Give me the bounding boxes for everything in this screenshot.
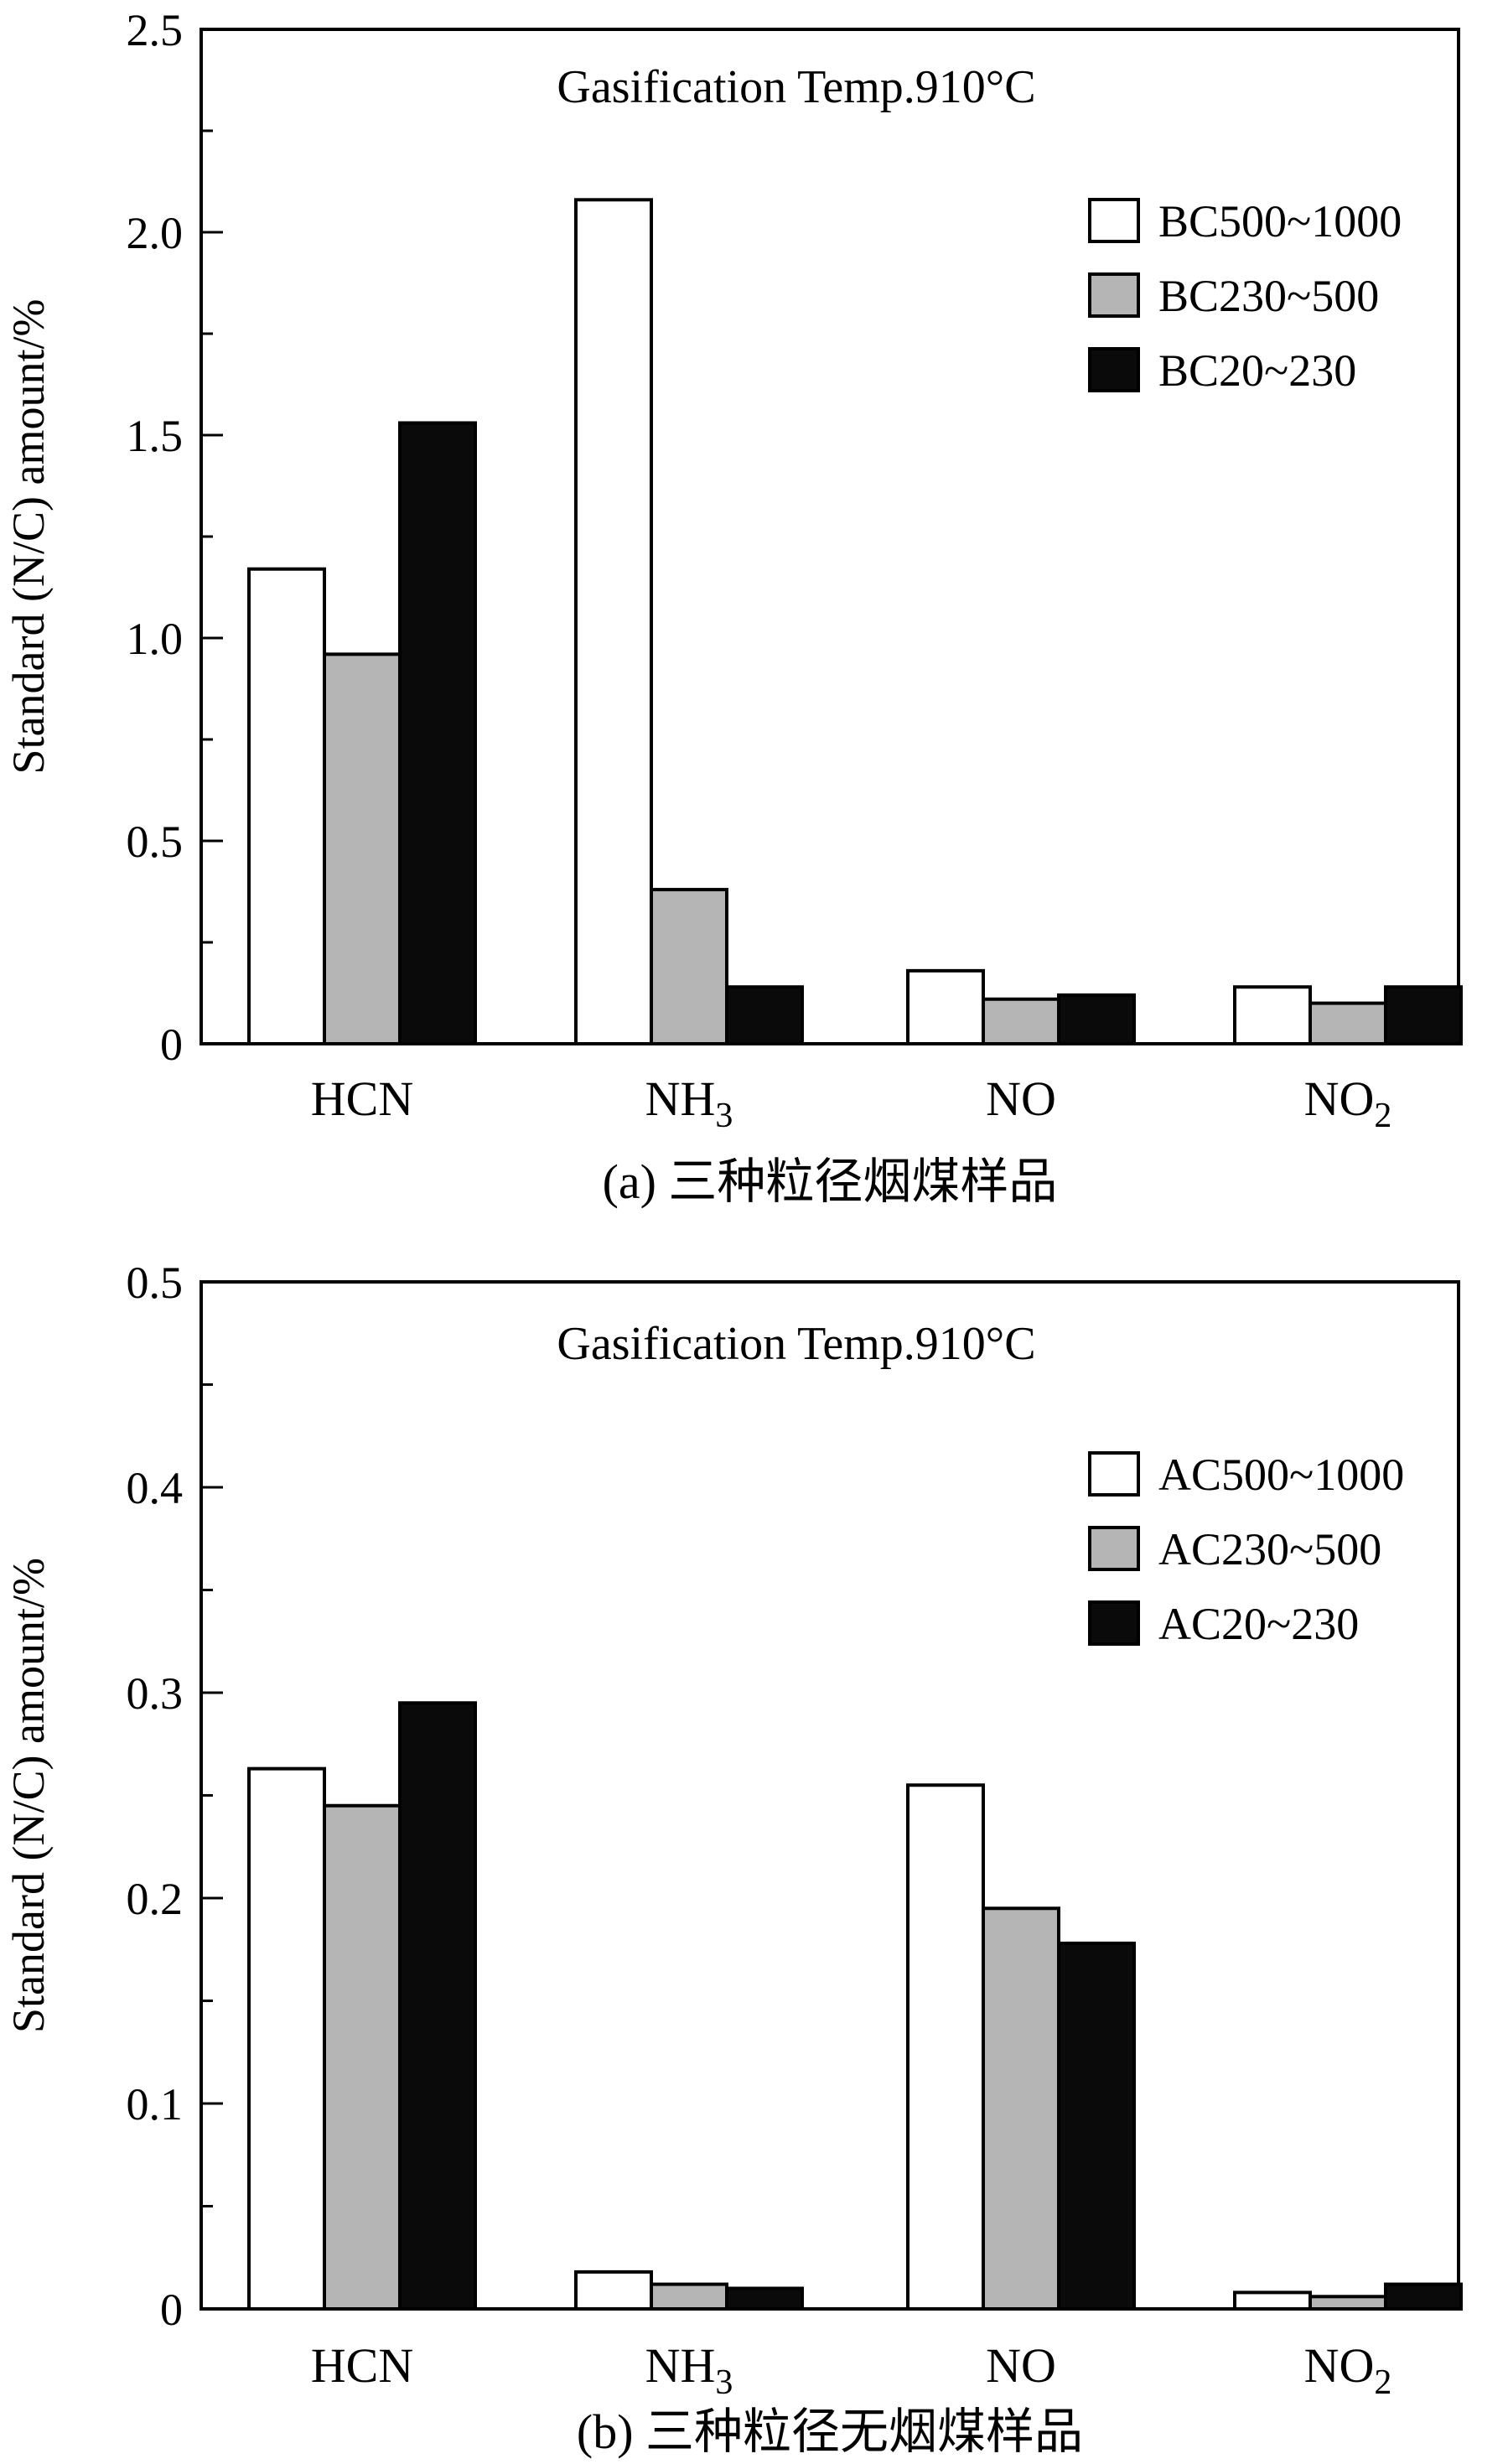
legend-label: BC230~500 [1158,271,1379,321]
bar-BC20~230-NO [1057,993,1136,1046]
y-tick-label: 1.0 [127,614,184,664]
x-category-label: NO [986,2338,1056,2393]
bar-AC230~500-NH3 [650,2282,728,2311]
bar-BC230~500-NO [982,997,1060,1046]
y-tick-label: 0.5 [127,817,184,867]
bar-AC230~500-NO [982,1906,1060,2311]
bar-chart-a: 0 0.5 1.0 1.5 2.0 2.5 HCN NH3 NO NO2 Gasification … [3,5,1463,1135]
bar-BC230~500-HCN [323,652,402,1045]
legend-swatch-AC500~1000 [1088,1451,1140,1497]
bar-BC500~1000-HCN [247,567,326,1045]
legend-swatch-AC230~500 [1088,1526,1140,1571]
x-category-label: NO2 [1304,2338,1392,2402]
legend-swatch-BC20~230 [1088,347,1140,392]
bar-AC230~500-NO2 [1308,2295,1387,2311]
bar-BC230~500-NH3 [650,888,728,1045]
y-tick-label: 0.1 [127,2079,184,2129]
y-axis-label: Standard (N/C) amount/% [3,1558,54,2033]
caption-b: (b) 三种粒径无烟煤样品 [576,2404,1084,2459]
legend-label: AC500~1000 [1158,1450,1404,1500]
x-category-label: NO [986,1071,1056,1126]
legend-label: AC20~230 [1158,1599,1359,1649]
bar-BC20~230-HCN [398,421,477,1046]
x-category-label: NH3 [645,1071,733,1135]
y-tick-label: 0 [160,2285,183,2335]
bar-BC230~500-NO2 [1308,1001,1387,1045]
bar-AC500~1000-NO2 [1233,2290,1312,2311]
y-tick-label: 0.2 [127,1874,184,1924]
bar-BC20~230-NH3 [725,985,804,1045]
y-tick-label: 2.5 [127,5,184,55]
bar-BC500~1000-NO2 [1233,985,1312,1045]
y-tick-label: 0.4 [127,1463,184,1513]
bar-AC500~1000-HCN [247,1766,326,2311]
bar-AC20~230-NO2 [1384,2282,1463,2311]
bar-AC500~1000-NH3 [574,2269,653,2311]
chart-panel-a: 0 0.5 1.0 1.5 2.0 2.5 HCN NH3 NO NO2 Gasification … [3,5,1463,1209]
chart-title: Gasification Temp.910°C [557,61,1035,113]
bar-AC20~230-NH3 [725,2286,804,2311]
legend-label: BC20~230 [1158,345,1356,396]
bar-BC500~1000-NO [906,968,985,1046]
y-tick-label: 2.0 [127,208,184,258]
legend-label: BC500~1000 [1158,196,1402,246]
bar-BC20~230-NO2 [1384,985,1463,1045]
bar-AC230~500-HCN [323,1803,402,2311]
legend-swatch-BC500~1000 [1088,198,1140,243]
chart-title: Gasification Temp.910°C [557,1318,1035,1370]
y-tick-label: 0.5 [127,1258,184,1308]
y-tick-label: 0 [160,1019,183,1070]
y-tick-label: 1.5 [127,411,184,461]
y-tick-label: 0.3 [127,1668,184,1719]
chart-panel-b: 0 0.1 0.2 0.3 0.4 0.5 HCN NH3 NO NO2 Gasification … [0,1232,1508,2464]
bar-AC500~1000-NO [906,1783,985,2311]
x-category-label: HCN [311,1071,413,1126]
x-category-label: HCN [311,2338,413,2393]
x-category-label: NO2 [1304,1071,1392,1135]
x-category-label: NH3 [645,2338,733,2402]
bar-AC20~230-HCN [398,1701,477,2311]
legend-label: AC230~500 [1158,1524,1381,1574]
legend-swatch-BC230~500 [1088,272,1140,318]
y-axis-label: Standard (N/C) amount/% [3,299,54,775]
caption-a: (a) 三种粒径烟煤样品 [602,1154,1058,1209]
bar-chart-b: 0 0.1 0.2 0.3 0.4 0.5 HCN NH3 NO NO2 Gasification … [3,1258,1463,2402]
bar-AC20~230-NO [1057,1941,1136,2311]
legend-swatch-AC20~230 [1088,1600,1140,1646]
bar-BC500~1000-NH3 [574,198,653,1045]
